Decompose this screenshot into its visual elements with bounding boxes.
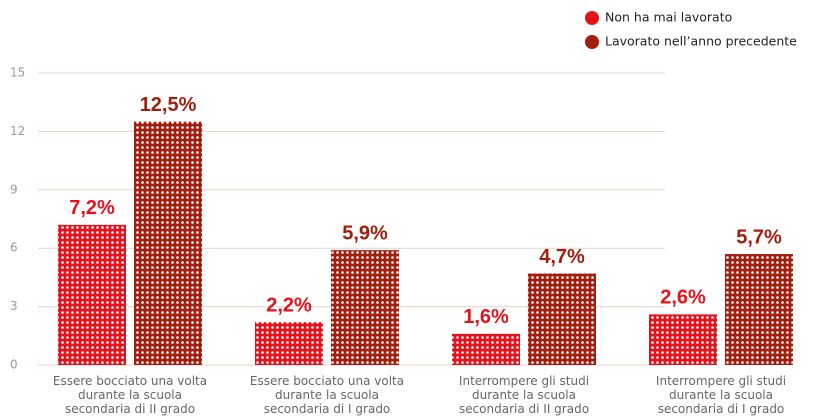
x-tick-line: secondaria di I grado — [658, 402, 785, 416]
value-label: 1,6% — [463, 306, 509, 328]
value-label: 4,7% — [539, 246, 585, 268]
x-tick-line: durante la scuola — [275, 388, 379, 402]
bar — [725, 254, 793, 365]
bar — [58, 224, 126, 365]
value-label: 7,2% — [69, 197, 115, 219]
x-tick-label: Essere bocciato una volta durante la scuo… — [250, 374, 404, 416]
bar — [134, 121, 202, 366]
y-tick-label: 15 — [10, 66, 25, 80]
x-tick-line: durante la scuola — [78, 388, 182, 402]
x-tick-line: durante la scuola — [669, 388, 773, 402]
value-label: 2,6% — [660, 287, 706, 309]
bar — [255, 322, 323, 365]
x-tick-line: durante la scuola — [472, 388, 576, 402]
legend-label: Non ha mai lavorato — [605, 10, 732, 25]
x-tick-line: Interrompere gli studi — [459, 374, 589, 388]
bar — [452, 333, 520, 365]
x-tick-line: Essere bocciato una volta — [250, 374, 404, 388]
value-label: 5,9% — [342, 222, 388, 244]
y-tick-label: 12 — [10, 124, 25, 138]
y-tick-label: 6 — [10, 241, 18, 255]
bar — [331, 250, 399, 365]
x-tick-line: secondaria di II grado — [65, 402, 195, 416]
x-tick-label: Interrompere gli studi durante la scuola s… — [656, 374, 786, 416]
bar — [649, 314, 717, 365]
value-label: 12,5% — [140, 94, 197, 116]
x-tick-label: Interrompere gli studi durante la scuola s… — [459, 374, 589, 416]
y-tick-label: 9 — [10, 182, 18, 196]
x-tick-line: Interrompere gli studi — [656, 374, 786, 388]
value-label: 2,2% — [266, 294, 312, 316]
x-tick-line: secondaria di II grado — [459, 402, 589, 416]
y-tick-label: 3 — [10, 299, 18, 313]
bar — [528, 273, 596, 365]
legend-label: Lavorato nell’anno precedente — [605, 34, 797, 49]
legend-marker — [585, 35, 599, 49]
x-tick-line: secondaria di I grado — [264, 402, 391, 416]
y-tick-label: 0 — [10, 358, 18, 372]
x-tick-label: Essere bocciato una volta durante la scuo… — [53, 374, 207, 416]
legend-marker — [585, 11, 599, 25]
x-tick-line: Essere bocciato una volta — [53, 374, 207, 388]
value-label: 5,7% — [736, 226, 782, 248]
